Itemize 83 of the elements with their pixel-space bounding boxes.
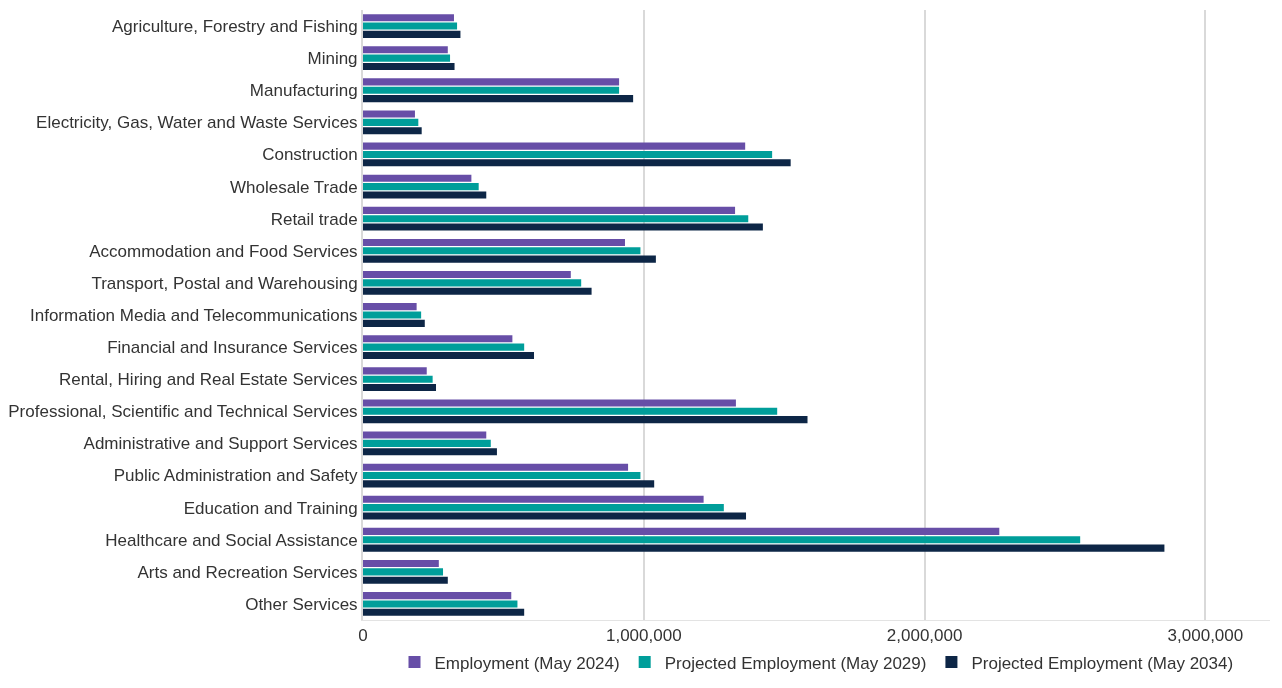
bar — [363, 78, 620, 86]
bar — [363, 255, 656, 263]
legend-label: Projected Employment (May 2029) — [664, 653, 927, 673]
bar — [363, 183, 479, 191]
y-tick-label: Healthcare and Social Assistance — [105, 530, 358, 550]
bar — [363, 22, 458, 30]
bar — [363, 384, 437, 392]
bar — [363, 576, 448, 584]
bar — [363, 215, 749, 223]
bar — [363, 110, 415, 118]
bar — [363, 95, 634, 103]
bar — [363, 568, 444, 576]
y-tick-label: Public Administration and Safety — [113, 466, 359, 486]
bar — [363, 431, 487, 439]
x-tick-label: 2,000,000 — [886, 626, 963, 646]
bar — [363, 54, 451, 62]
bar — [363, 14, 454, 22]
bar — [363, 159, 791, 167]
legend-label: Employment (May 2024) — [434, 653, 620, 673]
y-tick-label: Professional, Scientific and Technical Services — [8, 402, 358, 422]
bar — [363, 127, 422, 135]
y-tick-label: Agriculture, Forestry and Fishing — [111, 17, 358, 36]
bar — [363, 279, 582, 287]
bar — [363, 30, 461, 38]
y-tick-label: Education and Training — [183, 498, 358, 518]
bar — [363, 504, 724, 512]
bar — [363, 536, 1081, 544]
bar — [363, 311, 422, 319]
y-tick-label: Retail trade — [270, 209, 358, 229]
bar — [363, 463, 629, 471]
y-tick-label: Construction — [262, 145, 358, 165]
x-tick-label: 1,000,000 — [605, 626, 682, 646]
bar — [363, 592, 512, 600]
y-tick-label: Mining — [307, 49, 358, 69]
bar — [363, 191, 487, 199]
bar — [363, 223, 763, 231]
bar — [363, 174, 472, 182]
y-tick-label: Electricity, Gas, Water and Waste Services — [36, 113, 358, 133]
bar — [363, 271, 571, 279]
bar — [363, 118, 419, 126]
bar — [363, 448, 497, 456]
bar — [363, 407, 778, 415]
bar — [363, 367, 427, 375]
bar — [363, 287, 592, 295]
bar — [363, 512, 747, 520]
bar — [363, 62, 455, 71]
y-tick-label: Other Services — [245, 594, 358, 614]
bar — [363, 439, 491, 447]
bar — [363, 142, 746, 150]
bar — [363, 335, 513, 343]
bar — [363, 319, 425, 327]
bar — [363, 86, 620, 94]
y-tick-label: Transport, Postal and Warehousing — [91, 273, 358, 293]
y-tick-label: Arts and Recreation Services — [137, 562, 358, 582]
bar — [363, 206, 736, 214]
bar — [363, 238, 625, 246]
bar — [363, 600, 518, 608]
y-tick-label: Administrative and Support Services — [83, 434, 358, 454]
legend-label: Projected Employment (May 2034) — [971, 653, 1234, 673]
bar — [363, 375, 433, 383]
bar — [363, 150, 773, 159]
bar — [363, 608, 525, 616]
bar — [363, 559, 439, 568]
bar — [363, 416, 808, 424]
bar — [363, 247, 641, 255]
bar — [363, 399, 736, 407]
bar — [363, 480, 655, 488]
y-tick-label: Wholesale Trade — [230, 177, 358, 197]
y-tick-label: Rental, Hiring and Real Estate Services — [59, 370, 358, 390]
bar — [363, 351, 535, 359]
bar — [363, 343, 525, 351]
bar — [363, 471, 641, 480]
bar — [363, 527, 1000, 535]
bar — [363, 495, 704, 503]
y-tick-label: Manufacturing — [249, 81, 358, 101]
bar — [363, 544, 1165, 552]
y-tick-label: Information Media and Telecommunications — [30, 305, 358, 325]
bar — [363, 46, 448, 54]
x-tick-label: 0 — [358, 626, 368, 646]
y-tick-label: Accommodation and Food Services — [89, 241, 358, 261]
y-tick-label: Financial and Insurance Services — [107, 338, 358, 358]
x-tick-label: 3,000,000 — [1167, 626, 1244, 646]
bar — [363, 303, 417, 311]
